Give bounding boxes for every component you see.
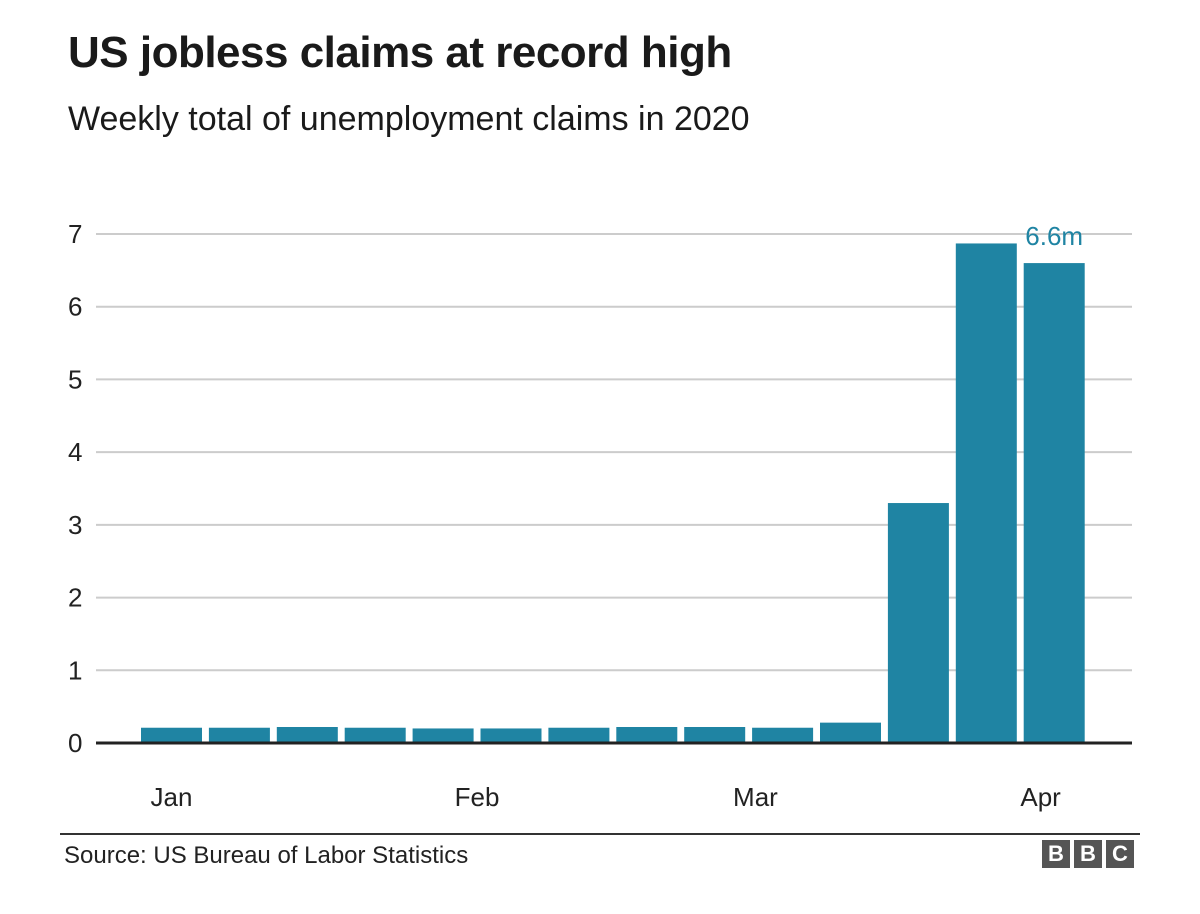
x-axis-ticks: Jan Feb Mar Apr (151, 782, 1062, 812)
y-axis-ticks: 0 1 2 3 4 5 6 7 (68, 219, 82, 758)
logo-letter: B (1042, 840, 1070, 868)
bar (955, 243, 1017, 743)
logo-letter: B (1074, 840, 1102, 868)
data-label: 6.6m (1025, 221, 1083, 251)
x-tick-label: Mar (733, 782, 778, 812)
x-tick-label: Feb (455, 782, 500, 812)
bar (820, 722, 881, 743)
y-tick-label: 0 (68, 728, 82, 758)
bar (141, 727, 202, 743)
y-tick-label: 7 (68, 219, 82, 249)
x-tick-label: Apr (1020, 782, 1061, 812)
y-tick-label: 2 (68, 583, 82, 613)
bar (887, 503, 949, 743)
footer-divider (60, 833, 1140, 835)
chart-title: US jobless claims at record high (68, 28, 732, 77)
bar (752, 727, 814, 743)
y-tick-label: 5 (68, 364, 82, 394)
bar (208, 727, 270, 743)
y-tick-label: 1 (68, 655, 82, 685)
bbc-logo: B B C (1042, 840, 1134, 868)
bar (344, 727, 406, 743)
bar (1023, 263, 1085, 743)
logo-letter: C (1106, 840, 1134, 868)
bar (684, 727, 746, 743)
bar (412, 728, 474, 743)
bar (548, 727, 610, 743)
bar (276, 727, 338, 743)
chart-subtitle: Weekly total of unemployment claims in 2… (68, 100, 750, 138)
x-tick-label: Jan (151, 782, 193, 812)
bar (480, 728, 542, 743)
y-tick-label: 6 (68, 292, 82, 322)
annotations: 6.6m (1025, 221, 1083, 251)
source-note: Source: US Bureau of Labor Statistics (64, 842, 469, 869)
y-tick-label: 3 (68, 510, 82, 540)
bars (141, 243, 1085, 743)
bar (616, 727, 678, 743)
y-tick-label: 4 (68, 437, 82, 467)
